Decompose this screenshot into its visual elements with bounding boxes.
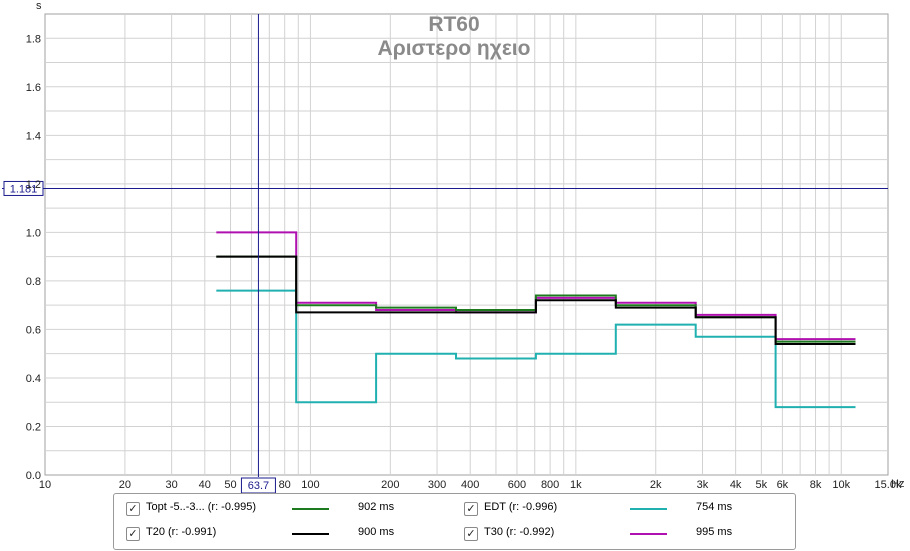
- x-tick-label: 200: [381, 479, 399, 491]
- x-tick-label: 50: [224, 479, 236, 491]
- topt-swatch: [292, 508, 329, 510]
- x-tick-label: 800: [541, 479, 559, 491]
- x-tick-label: 30: [166, 479, 178, 491]
- x-unit-label: Hz: [891, 478, 904, 490]
- edt-value: 754 ms: [696, 501, 733, 513]
- legend: ✓ Topt -5..-3... (r: -0.995) 902 ms ✓ ED…: [113, 493, 796, 550]
- y-tick-label: 0.0: [26, 470, 41, 482]
- cursor-y-readout-box: [3, 180, 44, 196]
- x-axis-ticks: 10 20 30 40 50 80 100 200 300 400 600 800 1k 2k 3k 4k 5k…: [39, 479, 902, 491]
- edt-checkbox[interactable]: ✓: [464, 502, 478, 516]
- edt-swatch: [630, 508, 667, 510]
- x-tick-label: 600: [508, 479, 526, 491]
- series-line: [216, 255, 856, 345]
- x-tick-label: 40: [199, 479, 211, 491]
- topt-label: Topt -5..-3... (r: -0.995): [146, 501, 257, 513]
- x-tick-label: 2k: [650, 479, 662, 491]
- x-tick-label: 4k: [730, 479, 742, 491]
- y-tick-label: 1.0: [26, 227, 41, 239]
- cursor-x-readout: 63.7: [248, 480, 269, 492]
- y-tick-label: 1.8: [26, 33, 41, 45]
- t30-value: 995 ms: [696, 526, 733, 538]
- x-tick-label: 15.0k: [875, 479, 902, 491]
- x-tick-label: 20: [119, 479, 131, 491]
- y-tick-label: 0.4: [26, 373, 41, 385]
- rt60-chart: 1.181 63.7 0.0 0.2 0.4 0.6 0.8 1.0 1.2 1.4 1.6 1.8…: [2, 0, 904, 494]
- y-tick-label: 1.2: [26, 179, 41, 191]
- x-tick-label: 3k: [697, 479, 709, 491]
- t30-label: T30 (r: -0.992): [484, 526, 555, 538]
- grid-lines: [45, 14, 888, 475]
- x-tick-label: 1k: [570, 479, 582, 491]
- y-tick-label: 0.8: [26, 276, 41, 288]
- y-tick-label: 0.6: [26, 324, 41, 336]
- x-tick-label: 10: [39, 479, 51, 491]
- series-lines: [216, 231, 856, 409]
- x-tick-label: 6k: [777, 479, 789, 491]
- y-axis-ticks: 0.0 0.2 0.4 0.6 0.8 1.0 1.2 1.4 1.6 1.8: [26, 33, 41, 482]
- t20-label: T20 (r: -0.991): [146, 526, 217, 538]
- series-line: [216, 289, 856, 409]
- y-unit-label: s: [36, 0, 42, 12]
- legend-row: ✓ Topt -5..-3... (r: -0.995) 902 ms ✓ ED…: [114, 500, 795, 520]
- x-tick-label: 10k: [832, 479, 850, 491]
- cursor-crosshair[interactable]: 1.181 63.7: [2, 14, 888, 494]
- x-tick-label: 5k: [756, 479, 768, 491]
- topt-checkbox[interactable]: ✓: [126, 502, 140, 516]
- x-tick-label: 400: [461, 479, 479, 491]
- topt-value: 902 ms: [358, 501, 395, 513]
- chart-subtitle: Αριστερο ηχειο: [378, 37, 531, 60]
- t30-swatch: [630, 533, 667, 535]
- t20-swatch: [292, 533, 329, 535]
- y-tick-label: 1.6: [26, 82, 41, 94]
- x-tick-label: 8k: [810, 479, 822, 491]
- legend-row: ✓ T20 (r: -0.991) 900 ms ✓ T30 (r: -0.99…: [114, 525, 795, 545]
- t20-value: 900 ms: [358, 526, 395, 538]
- y-tick-label: 1.4: [26, 130, 41, 142]
- cursor-y-readout: 1.181: [10, 183, 38, 195]
- x-tick-label: 100: [301, 479, 319, 491]
- edt-label: EDT (r: -0.996): [484, 501, 558, 513]
- chart-title: RT60: [428, 13, 479, 36]
- t30-checkbox[interactable]: ✓: [464, 527, 478, 541]
- x-tick-label: 300: [428, 479, 446, 491]
- x-tick-label: 80: [279, 479, 291, 491]
- y-tick-label: 0.2: [26, 421, 41, 433]
- plot-area[interactable]: [44, 13, 889, 476]
- t20-checkbox[interactable]: ✓: [126, 527, 140, 541]
